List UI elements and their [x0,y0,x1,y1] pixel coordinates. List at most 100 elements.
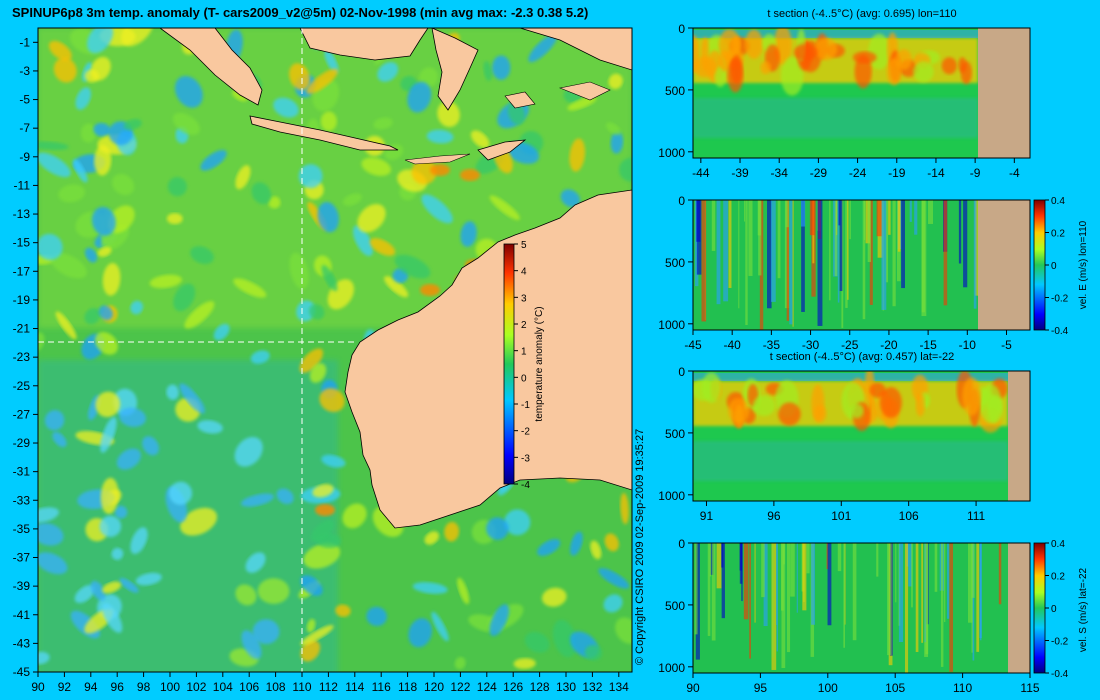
map-y-tick: -1 [19,35,30,49]
map-x-tick: 110 [292,680,311,694]
section-x-tick: -15 [919,338,937,352]
section-x-tick: -19 [888,166,906,180]
section-x-tick: -14 [927,166,945,180]
section-y-tick: 500 [665,256,685,270]
map-y-tick: -7 [19,121,30,135]
map-x-tick: 102 [186,680,206,694]
map-colorbar-tick: 2 [521,320,527,331]
sulawesi-landmass [431,28,479,111]
section-colorbar-tick: 0.2 [1051,229,1065,240]
section-colorbar-tick: 0.4 [1051,539,1065,550]
map-y-tick: -13 [13,207,31,221]
map-x-tick: 112 [319,680,338,694]
map-y-tick: -21 [13,322,31,336]
section-y-tick: 0 [678,537,685,551]
section2-land [978,200,1030,330]
map-colorbar: 5 4 3 2 1 0 -1 -2 -3 -4 temperature anomaly (°C) [503,240,545,491]
map-colorbar-tick: 1 [521,347,527,358]
section-x-tick: 110 [953,681,972,695]
section1-land [978,28,1030,158]
borneo-landmass [299,28,429,61]
section1-field [693,28,978,138]
map-y-tick: -11 [14,178,31,192]
map-x-tick: 92 [58,680,72,694]
map-colorbar-tick: 5 [521,240,527,251]
section-x-tick: -30 [802,338,820,352]
section-y-tick: 1000 [658,146,685,160]
map-x-tick: 120 [424,680,444,694]
map-x-tick: 100 [160,680,180,694]
map-y-tick: -3 [19,64,30,78]
section-y-tick: 0 [678,194,685,208]
section-y-tick: 1000 [658,661,685,675]
section-colorbar-tick: 0.4 [1051,196,1065,207]
map-x-tick: 118 [398,680,417,694]
section-x-tick: 115 [1020,681,1039,695]
map-colorbar-tick: -1 [521,400,530,411]
section-colorbar-tick: 0.2 [1051,572,1065,583]
map-y-tick: -45 [13,665,31,679]
map-colorbar-label: temperature anomaly (°C) [534,306,545,421]
map-y-tick: -39 [13,579,31,593]
section-x-tick: 91 [700,509,714,523]
map-y-tick: -43 [13,636,31,650]
map-land [159,28,632,529]
section-x-tick: 100 [818,681,838,695]
map-y-tick: -15 [13,236,31,250]
section-vele-lon110: -45 -40 -35 -30 -25 -20 -15 -10 -5 0 500 1000 0.4 0.… [658,194,1089,352]
new-guinea-landmass [519,28,632,71]
map-x-tick: 90 [31,680,45,694]
section3-title: t section (-4..5°C) (avg: 0.457) lat=-22 [770,351,954,363]
java-landmass [249,115,399,151]
section-colorbar-tick: -0.4 [1051,326,1069,337]
section-x-tick: -25 [841,338,859,352]
section-y-tick: 1000 [658,318,685,332]
map-x-axis: 90 92 94 96 98 100 102 104 106 108 110 112 114 116 118… [31,672,629,694]
map-x-tick: 124 [477,680,497,694]
section-x-tick: -4 [1009,166,1020,180]
map-y-tick: -27 [13,407,31,421]
section1-title: t section (-4..5°C) (avg: 0.695) lon=110 [767,8,956,20]
section-x-tick: -40 [724,338,742,352]
map-y-tick: -31 [13,465,31,479]
section-x-tick: -34 [771,166,789,180]
section3-field [693,371,1008,481]
section-y-tick: 1000 [658,489,685,503]
map-x-tick: 94 [84,680,98,694]
map-y-tick: -17 [13,264,31,278]
section-y-tick: 500 [665,599,685,613]
section-vels-lat22: 90 95 100 105 110 115 0 500 1000 0.4 0.2 0 -0.2 -0.4… [658,537,1089,695]
map-colorbar-tick: -2 [521,427,530,438]
section-x-tick: -45 [684,338,702,352]
section-y-tick: 500 [665,84,685,98]
section4-field [694,543,1002,673]
sumatra-landmass [159,28,263,106]
section2-colorbar-label: vel. E (m/s) lon=110 [1078,220,1089,309]
map-x-tick: 128 [530,680,550,694]
map-y-tick: -35 [13,522,31,536]
main-title: SPINUP6p8 3m temp. anomaly (T- cars2009_… [12,5,588,20]
map-x-tick: 126 [503,680,523,694]
map-panel: 90 92 94 96 98 100 102 104 106 108 110 112 114 116 118… [13,27,633,694]
map-y-tick: -19 [13,293,31,307]
section-y-tick: 500 [665,427,685,441]
section4-land [1008,543,1030,673]
section-x-tick: 105 [885,681,905,695]
map-y-tick: -29 [13,436,31,450]
australia-landmass [344,189,632,529]
map-x-tick: 130 [556,680,576,694]
section-x-tick: 96 [767,509,781,523]
map-colorbar-tick: 4 [521,267,527,278]
copyright-text: © Copyright CSIRO 2009 02-Sep-2009 19:35… [634,429,646,665]
map-y-tick: -25 [13,379,31,393]
section-colorbar-tick: -0.4 [1051,669,1069,680]
section-colorbar-tick: 0 [1051,261,1057,272]
section-x-tick: -9 [970,166,981,180]
section2-field [695,200,979,330]
map-y-tick: -23 [13,350,31,364]
section-x-tick: -10 [959,338,977,352]
section-x-tick: -20 [880,338,898,352]
map-x-tick: 108 [266,680,286,694]
map-colorbar-tick: 3 [521,293,527,304]
